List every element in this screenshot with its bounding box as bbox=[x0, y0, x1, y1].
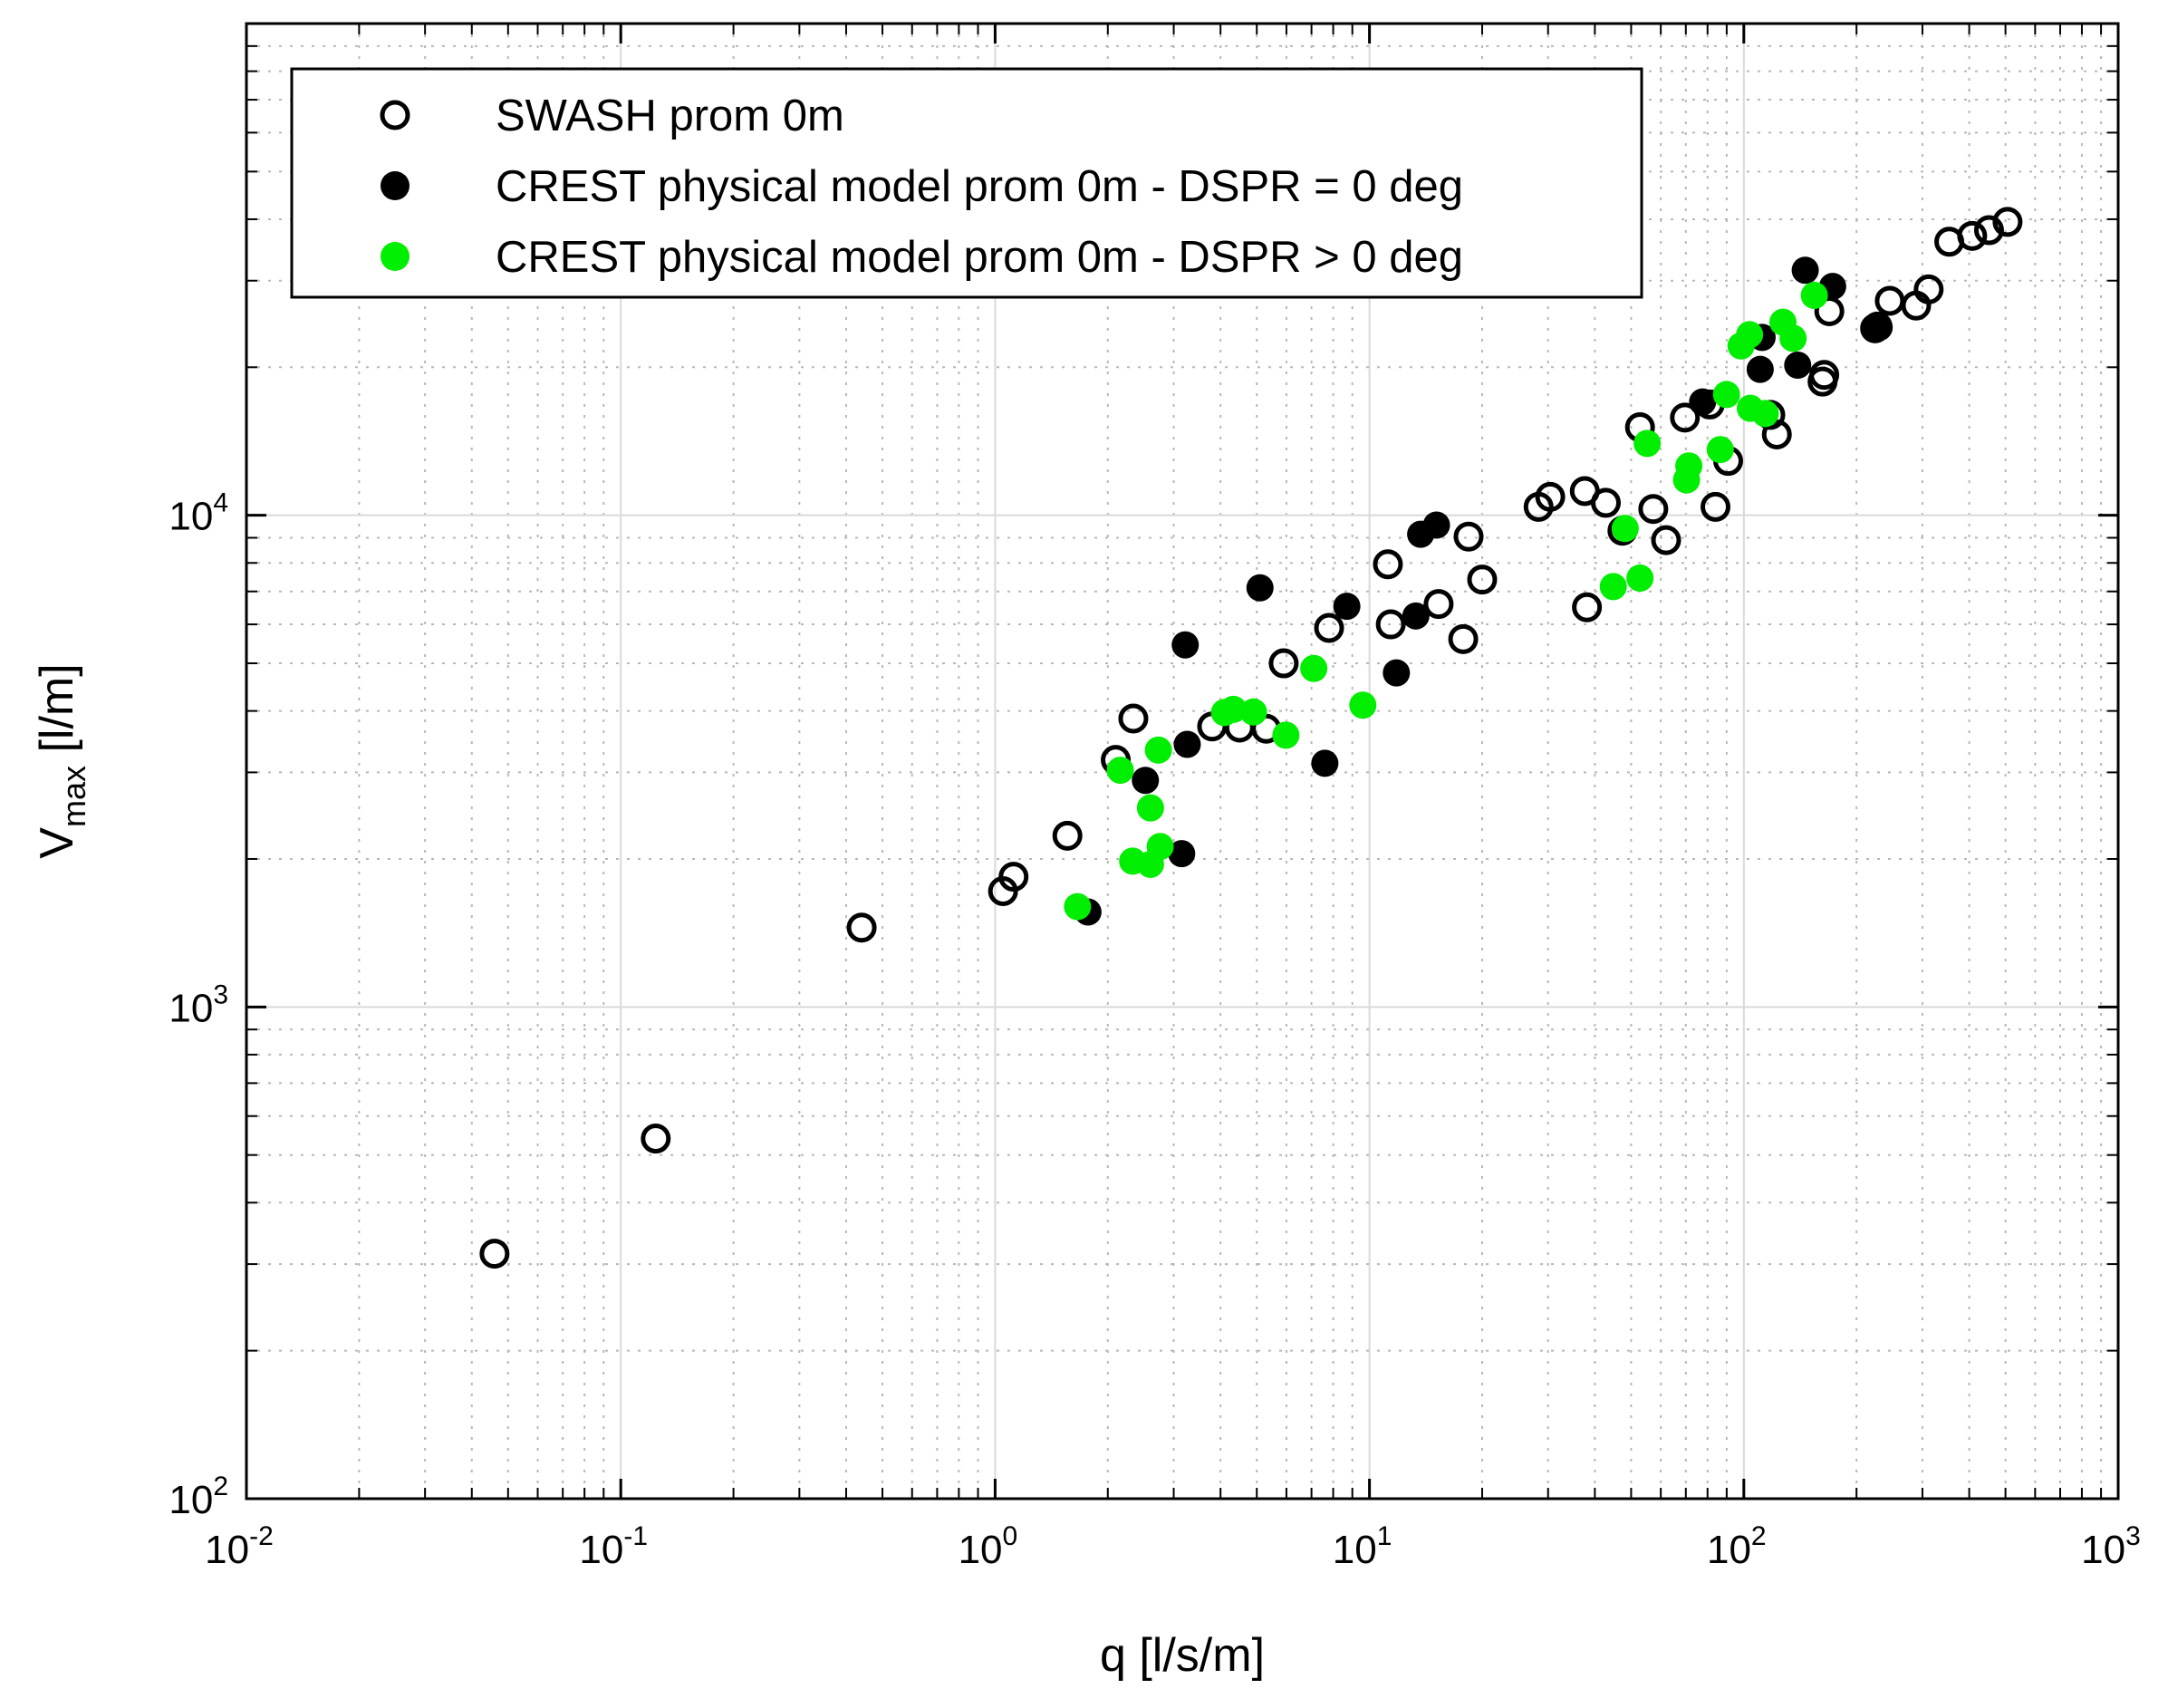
data-point-series-1 bbox=[1784, 351, 1812, 379]
legend-label-crest-dspr-gt0: CREST physical model prom 0m - DSPR > 0 … bbox=[496, 233, 1463, 282]
legend: SWASH prom 0m CREST physical model prom … bbox=[290, 67, 1643, 299]
data-point-series-1 bbox=[1865, 314, 1893, 342]
data-point-series-1 bbox=[1791, 256, 1819, 285]
data-point-series-1 bbox=[1333, 593, 1361, 621]
legend-label-crest-dspr-0: CREST physical model prom 0m - DSPR = 0 … bbox=[496, 162, 1463, 211]
data-point-series-0 bbox=[641, 1124, 671, 1154]
data-point-series-2 bbox=[1736, 321, 1764, 349]
data-point-series-2 bbox=[1064, 893, 1092, 921]
data-point-series-0 bbox=[1453, 521, 1484, 552]
data-point-series-0 bbox=[1268, 648, 1299, 679]
legend-marker-crest-dspr-0 bbox=[381, 171, 410, 200]
data-point-series-1 bbox=[1689, 388, 1717, 416]
x-tick-label: 103 bbox=[2081, 1521, 2141, 1572]
x-tick-label: 102 bbox=[1707, 1521, 1767, 1572]
data-point-series-2 bbox=[1219, 695, 1248, 723]
y-axis-label: Vmax [l/m] bbox=[31, 663, 92, 858]
data-point-series-2 bbox=[1626, 565, 1654, 593]
plot-area-frame bbox=[245, 22, 2120, 1501]
data-point-series-2 bbox=[1611, 515, 1639, 543]
data-point-series-2 bbox=[1706, 436, 1734, 464]
data-point-series-1 bbox=[1132, 767, 1160, 795]
y-tick-label: 103 bbox=[169, 979, 228, 1030]
legend-box bbox=[290, 67, 1643, 299]
y-tick-labels: 102 103 104 bbox=[169, 488, 228, 1522]
data-point-series-2 bbox=[1751, 400, 1779, 428]
data-point-series-0 bbox=[1448, 623, 1479, 654]
data-point-series-2 bbox=[1239, 698, 1267, 726]
x-axis-label: q [l/s/m] bbox=[1100, 1629, 1265, 1682]
x-tick-labels: 10-2 10-1 100 101 102 103 bbox=[205, 1521, 2141, 1572]
x-tick-label: 10-2 bbox=[205, 1521, 274, 1572]
data-point-series-2 bbox=[1349, 691, 1377, 719]
data-point-series-2 bbox=[1712, 381, 1740, 409]
data-point-series-0 bbox=[479, 1239, 510, 1269]
data-point-series-2 bbox=[1106, 757, 1134, 785]
data-point-series-0 bbox=[1591, 487, 1622, 518]
data-point-series-2 bbox=[1800, 282, 1828, 310]
y-axis-label-sub: max bbox=[55, 766, 92, 827]
data-point-series-0 bbox=[1957, 220, 1988, 251]
data-point-series-0 bbox=[1572, 592, 1603, 622]
data-point-series-0 bbox=[1913, 274, 1944, 304]
data-point-series-0 bbox=[1118, 703, 1149, 734]
data-point-series-0 bbox=[846, 912, 877, 943]
data-point-series-1 bbox=[1173, 730, 1201, 758]
data-point-series-0 bbox=[998, 862, 1029, 893]
data-point-series-2 bbox=[1300, 654, 1328, 682]
data-point-series-0 bbox=[1651, 525, 1681, 555]
x-tick-label: 101 bbox=[1333, 1521, 1392, 1572]
y-tick-label: 102 bbox=[169, 1472, 228, 1522]
y-axis-label-unit: [l/m] bbox=[31, 663, 83, 766]
x-tick-label: 100 bbox=[959, 1521, 1018, 1572]
data-point-series-2 bbox=[1599, 573, 1627, 601]
data-point-series-1 bbox=[1746, 355, 1774, 383]
axis-ticks bbox=[245, 24, 2118, 1501]
data-point-series-0 bbox=[1992, 207, 2023, 237]
data-point-series-1 bbox=[1422, 511, 1450, 539]
data-point-series-0 bbox=[1701, 491, 1731, 522]
data-points bbox=[479, 207, 2023, 1269]
data-point-series-0 bbox=[1809, 360, 1840, 391]
legend-marker-swash bbox=[380, 100, 410, 130]
legend-label-swash: SWASH prom 0m bbox=[496, 92, 844, 140]
data-point-series-2 bbox=[1136, 794, 1164, 822]
data-point-series-2 bbox=[1272, 721, 1300, 749]
data-point-series-0 bbox=[1423, 589, 1454, 620]
data-point-series-1 bbox=[1311, 749, 1339, 777]
data-point-series-0 bbox=[1052, 820, 1083, 851]
data-point-series-1 bbox=[1402, 602, 1430, 630]
data-point-series-2 bbox=[1675, 452, 1703, 480]
data-point-series-0 bbox=[1670, 402, 1701, 433]
data-point-series-0 bbox=[1375, 609, 1406, 640]
data-point-series-0 bbox=[1314, 613, 1344, 643]
legend-marker-crest-dspr-gt0 bbox=[381, 242, 410, 271]
data-point-series-2 bbox=[1633, 429, 1662, 458]
y-tick-label: 104 bbox=[169, 488, 228, 539]
data-point-series-0 bbox=[1761, 419, 1792, 449]
y-axis-label-main: V bbox=[31, 827, 83, 859]
x-tick-label: 10-1 bbox=[579, 1521, 648, 1572]
data-point-series-2 bbox=[1144, 736, 1172, 764]
data-point-series-0 bbox=[1535, 481, 1566, 512]
data-point-series-2 bbox=[1146, 833, 1174, 861]
data-point-series-0 bbox=[1973, 215, 2004, 246]
data-point-series-1 bbox=[1168, 840, 1196, 868]
data-point-series-1 bbox=[1171, 631, 1200, 659]
data-point-series-0 bbox=[1373, 549, 1403, 580]
data-point-series-1 bbox=[1246, 574, 1274, 602]
data-point-series-1 bbox=[1383, 659, 1411, 687]
data-point-series-0 bbox=[1467, 565, 1498, 595]
data-point-series-2 bbox=[1779, 324, 1807, 352]
data-point-series-0 bbox=[1638, 494, 1669, 525]
